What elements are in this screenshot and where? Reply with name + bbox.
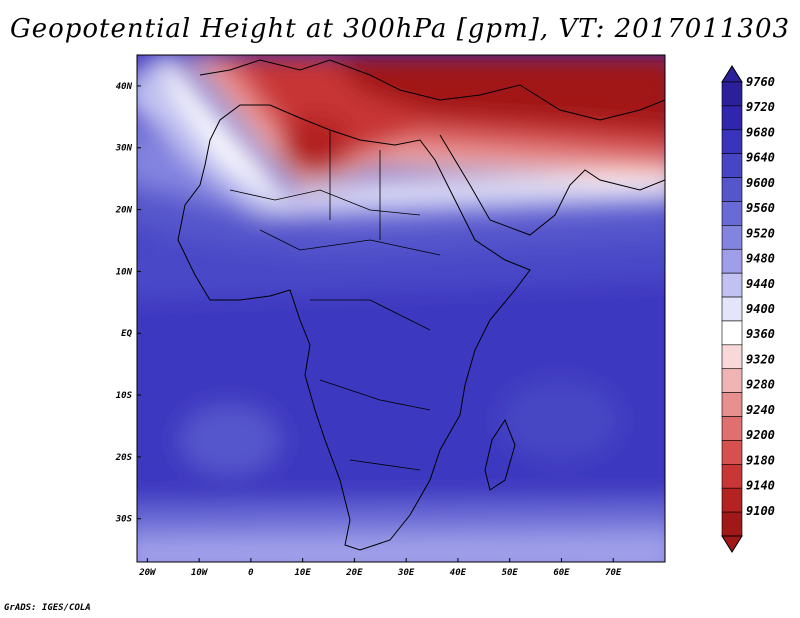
y-tick-label: 20N: [115, 206, 133, 216]
colorbar-swatch: [721, 416, 743, 441]
colorbar-label: 9140: [746, 479, 775, 493]
colorbar-label: 9760: [746, 75, 775, 89]
colorbar-swatch: [721, 201, 743, 226]
x-tick-label: 0: [248, 568, 254, 578]
colorbar-swatch: [721, 344, 743, 370]
colorbar-label: 9400: [746, 302, 775, 316]
colorbar: 9760 9720 9680 9640 9600 9560 9520 9480 9440 9400…: [721, 65, 775, 553]
x-tick-label: 20E: [345, 568, 363, 578]
y-tick-label: 40N: [116, 82, 133, 92]
colorbar-swatch: [721, 225, 743, 250]
x-tick-label: 70E: [605, 568, 622, 578]
colorbar-label: 9520: [746, 226, 775, 240]
x-tick-label: 60E: [553, 568, 570, 578]
europe-coastline: [199, 59, 665, 121]
colorbar-swatch: [721, 129, 743, 154]
colorbar-swatch: [721, 177, 743, 202]
colorbar-label: 9440: [746, 277, 775, 291]
colorbar-label: 9200: [746, 428, 775, 442]
x-axis: 20W 10W 0 10E 20E 30E 40E 50E 60E 70E: [138, 558, 622, 578]
x-tick-label: 50E: [502, 568, 519, 578]
colorbar-swatch: [721, 320, 743, 346]
y-tick-label: 30S: [115, 515, 133, 525]
colorbar-label: 9180: [746, 453, 775, 467]
y-tick-label: EQ: [121, 329, 132, 339]
map-title: Geopotential Height at 300hPa [gpm], VT:…: [9, 14, 791, 44]
colorbar-label: 9560: [746, 201, 775, 215]
colorbar-swatch: [721, 464, 743, 489]
colorbar-label: 9600: [746, 176, 775, 190]
y-axis: 40N 30N 20N 10N EQ 10S 20S 30S: [115, 82, 141, 525]
x-tick-label: 10W: [191, 568, 209, 578]
colorbar-swatch: [721, 153, 743, 178]
colorbar-swatch: [721, 368, 743, 393]
colorbar-label: 9100: [746, 504, 775, 518]
arabia-coastline: [439, 134, 665, 236]
colorbar-swatch: [721, 392, 743, 417]
x-tick-label: 20W: [138, 568, 157, 578]
x-tick-label: 40E: [450, 568, 467, 578]
colorbar-swatch: [721, 440, 743, 465]
colorbar-swatch: [721, 272, 743, 298]
plot-frame: [136, 54, 666, 563]
y-tick-label: 10S: [116, 391, 133, 401]
colorbar-swatch: [721, 248, 743, 274]
colorbar-label: 9360: [746, 327, 775, 341]
x-tick-label: 30E: [397, 568, 415, 578]
colorbar-label: 9320: [746, 352, 775, 366]
colorbar-label: 9240: [746, 403, 775, 417]
border-lines: [229, 130, 441, 471]
y-tick-label: 30N: [115, 144, 133, 154]
colorbar-bottom-arrow: [721, 535, 743, 553]
colorbar-swatch: [721, 487, 743, 513]
colorbar-swatch: [721, 296, 743, 322]
x-tick-label: 10E: [295, 568, 312, 578]
colorbar-swatch: [721, 511, 743, 537]
colorbar-label: 9640: [746, 151, 775, 165]
coastlines: [177, 59, 665, 551]
y-tick-label: 20S: [115, 453, 133, 463]
colorbar-label: 9680: [746, 125, 775, 139]
colorbar-swatch: [721, 81, 743, 107]
y-tick-label: 10N: [116, 267, 133, 277]
colorbar-label: 9480: [746, 252, 775, 266]
colorbar-top-arrow: [721, 65, 743, 83]
colorbar-swatch: [721, 105, 743, 131]
colorbar-label: 9720: [746, 100, 775, 114]
colorbar-label: 9280: [746, 378, 775, 392]
africa-coastline: [177, 104, 531, 551]
credit-label: GrADS: IGES/COLA: [4, 603, 91, 613]
madagascar-coastline: [484, 418, 516, 491]
height-field: [137, 55, 665, 562]
